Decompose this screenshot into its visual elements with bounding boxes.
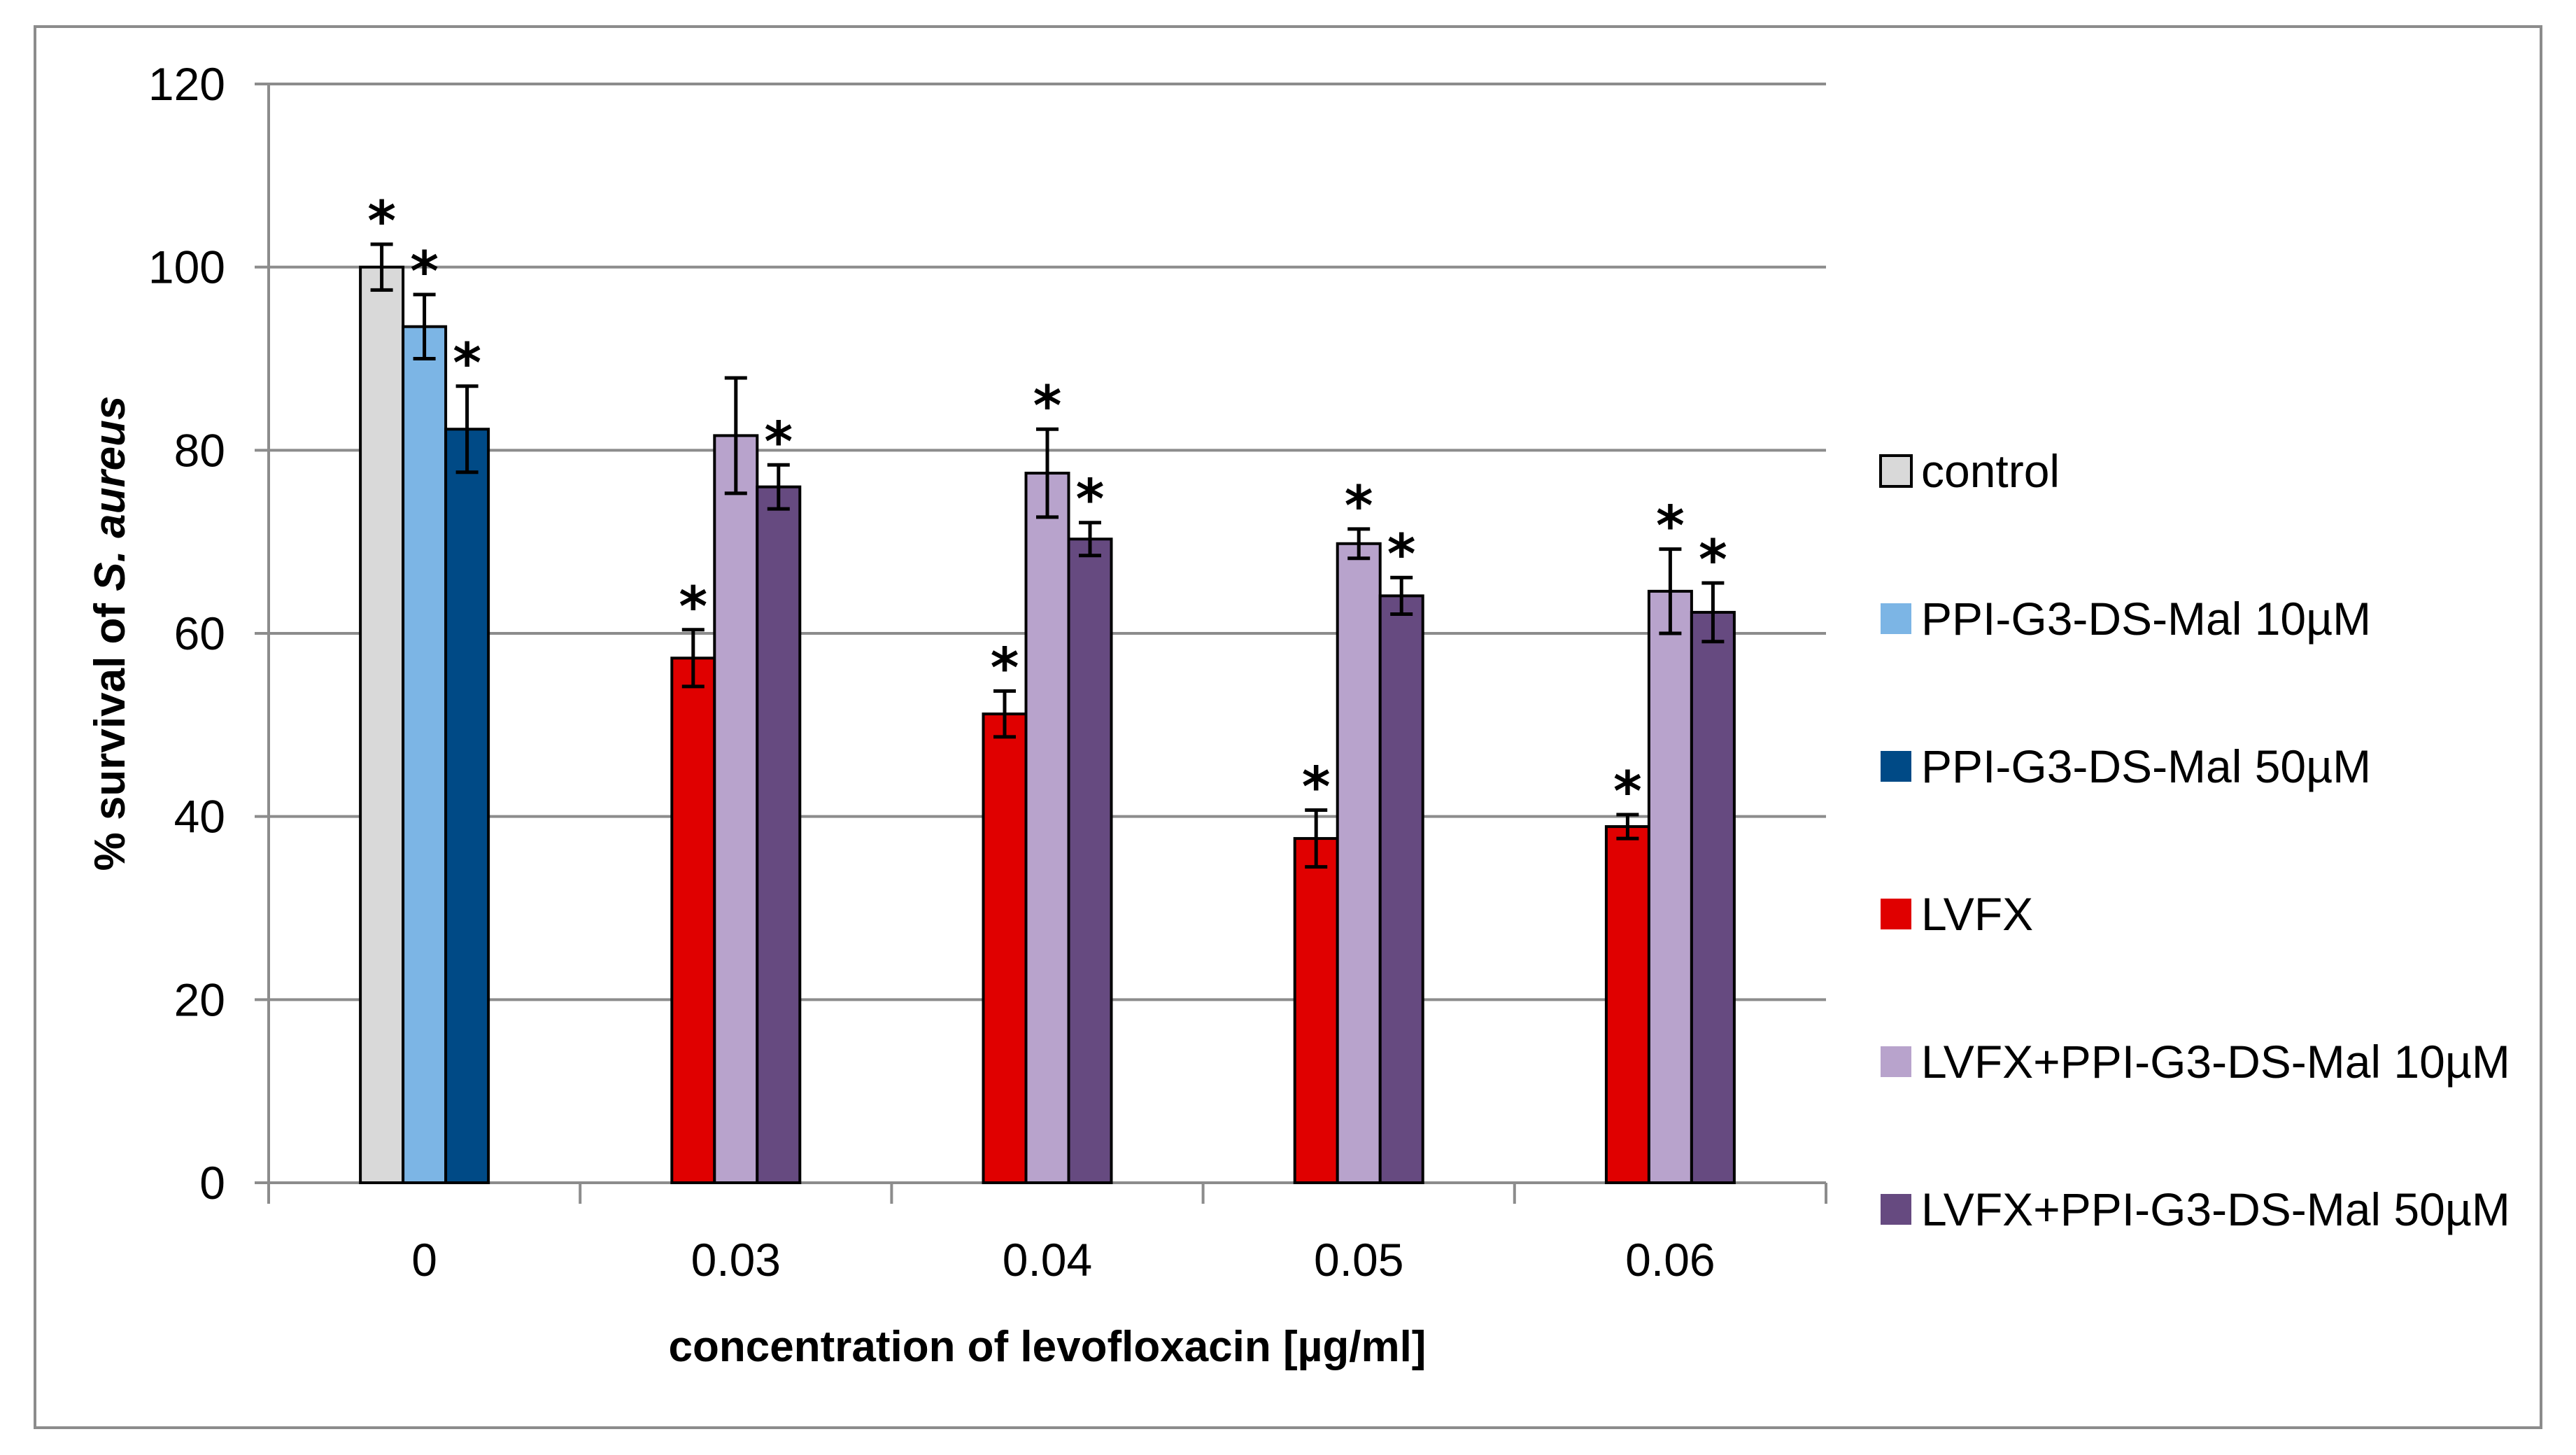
x-tick-label: 0.04 [1003,1234,1092,1286]
significance-star: * [1387,523,1416,586]
x-tick-label: 0.06 [1625,1234,1715,1286]
bar [982,712,1028,1184]
bar [1293,837,1339,1184]
y-axis-title-prefix: % survival of [86,591,134,871]
bar [444,428,490,1184]
legend: control PPI-G3-DS-Mal 10µM PPI-G3-DS-Mal 5… [1879,445,2510,1235]
y-tick-label: 80 [174,424,225,476]
y-tick-label: 120 [148,58,225,110]
bar [670,656,716,1184]
significance-star: * [1076,469,1105,532]
significance-star: * [1033,375,1062,438]
x-tick-label: 0.03 [691,1234,781,1286]
legend-label: LVFX [1921,888,2033,940]
bar [402,325,448,1184]
significance-star: * [991,637,1019,700]
legend-swatch [1881,1194,1911,1225]
significance-star: * [367,190,396,253]
bars [359,265,1736,1185]
legend-label: PPI-G3-DS-Mal 10µM [1921,593,2371,645]
significance-star: * [1302,757,1331,820]
y-tick-labels: 0 20 40 60 80 100 120 [148,58,225,1209]
bar [359,265,405,1185]
y-tick-label: 100 [148,241,225,293]
legend-label: control [1921,445,2060,497]
x-axis-title: concentration of levofloxacin [µg/ml] [669,1323,1427,1371]
chart-frame [34,25,2542,1429]
legend-swatch [1881,603,1911,634]
y-axis-title-italic: S. aureus [86,396,134,591]
bar [1378,594,1424,1184]
bar [1604,825,1650,1185]
y-tick-label: 40 [174,791,225,843]
significance-star: * [764,411,793,474]
significance-star: * [410,241,439,304]
bar [756,485,802,1184]
legend-swatch [1881,751,1911,782]
bar [1024,472,1070,1184]
significance-markers: ************** [367,190,1727,824]
bar [1336,542,1382,1184]
bar [1647,589,1693,1184]
legend-swatch [1879,454,1913,488]
y-tick-label: 20 [174,973,225,1025]
bar [713,434,759,1184]
x-tick-labels: 0 0.03 0.04 0.05 0.06 [411,1234,1715,1286]
bar [1690,610,1736,1184]
y-axis-title: % survival of S. aureus [86,396,134,871]
significance-star: * [1656,495,1685,558]
significance-star: * [679,576,707,639]
legend-swatch [1881,899,1911,929]
bar [1067,537,1113,1184]
legend-label: LVFX+PPI-G3-DS-Mal 10µM [1921,1036,2510,1088]
significance-star: * [1699,529,1727,592]
y-tick-label: 60 [174,607,225,659]
significance-star: * [1345,475,1373,538]
error-bars [370,242,1725,869]
legend-label: LVFX+PPI-G3-DS-Mal 50µM [1921,1183,2510,1235]
significance-star: * [1613,761,1642,824]
x-tick-label: 0.05 [1314,1234,1403,1286]
legend-label: PPI-G3-DS-Mal 50µM [1921,740,2371,792]
y-tick-label: 0 [199,1157,225,1209]
x-tick-label: 0 [411,1234,437,1286]
legend-swatch [1881,1046,1911,1077]
significance-star: * [453,332,481,395]
